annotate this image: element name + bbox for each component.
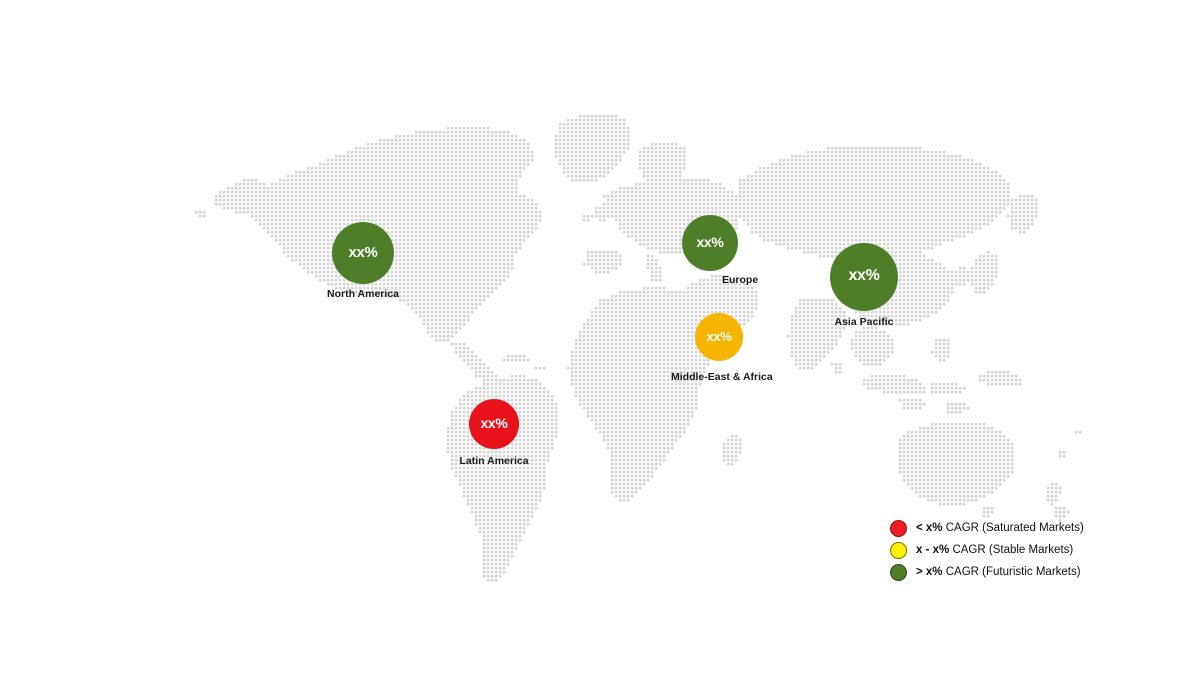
legend: < x% CAGR (Saturated Markets) x - x% CAGR… (890, 517, 1090, 583)
region-value-latin-america: xx% (480, 415, 508, 431)
legend-desc-futuristic: CAGR (Futuristic Markets) (945, 566, 1081, 578)
region-bubble-latin-america[interactable]: xx% (469, 399, 519, 449)
region-label-europe: Europe (722, 274, 759, 286)
legend-item-stable[interactable]: x - x% CAGR (Stable Markets) (890, 539, 1090, 561)
region-value-europe: xx% (696, 234, 724, 250)
region-bubble-north-america[interactable]: xx% (332, 222, 394, 284)
legend-desc-saturated: CAGR (Saturated Markets) (945, 522, 1084, 534)
legend-range-saturated: < x% (916, 522, 943, 534)
region-bubble-europe[interactable]: xx% (682, 215, 738, 271)
region-label-asia-pacific: Asia Pacific (834, 316, 894, 328)
region-bubble-middle-east-africa[interactable]: xx% (695, 313, 743, 361)
legend-desc-stable: CAGR (Stable Markets) (952, 544, 1074, 556)
legend-dot-saturated-icon (890, 519, 907, 537)
region-value-asia-pacific: xx% (848, 267, 880, 284)
legend-label-futuristic: > x% CAGR (Futuristic Markets) (916, 566, 1081, 578)
region-bubble-asia-pacific[interactable]: xx% (830, 243, 898, 311)
legend-item-futuristic[interactable]: > x% CAGR (Futuristic Markets) (890, 561, 1090, 583)
region-label-north-america: North America (327, 288, 399, 300)
legend-label-saturated: < x% CAGR (Saturated Markets) (916, 522, 1084, 534)
legend-range-stable: x - x% (916, 544, 950, 556)
region-label-latin-america: Latin America (459, 455, 529, 467)
region-value-middle-east-africa: xx% (706, 328, 732, 344)
legend-dot-futuristic-icon (890, 563, 907, 581)
legend-dot-stable-icon (890, 541, 907, 559)
legend-range-futuristic: > x% (916, 566, 943, 578)
legend-item-saturated[interactable]: < x% CAGR (Saturated Markets) (890, 517, 1090, 539)
region-label-middle-east-africa: Middle-East & Africa (671, 371, 773, 383)
region-value-north-america: xx% (348, 243, 378, 261)
legend-label-stable: x - x% CAGR (Stable Markets) (916, 544, 1073, 556)
